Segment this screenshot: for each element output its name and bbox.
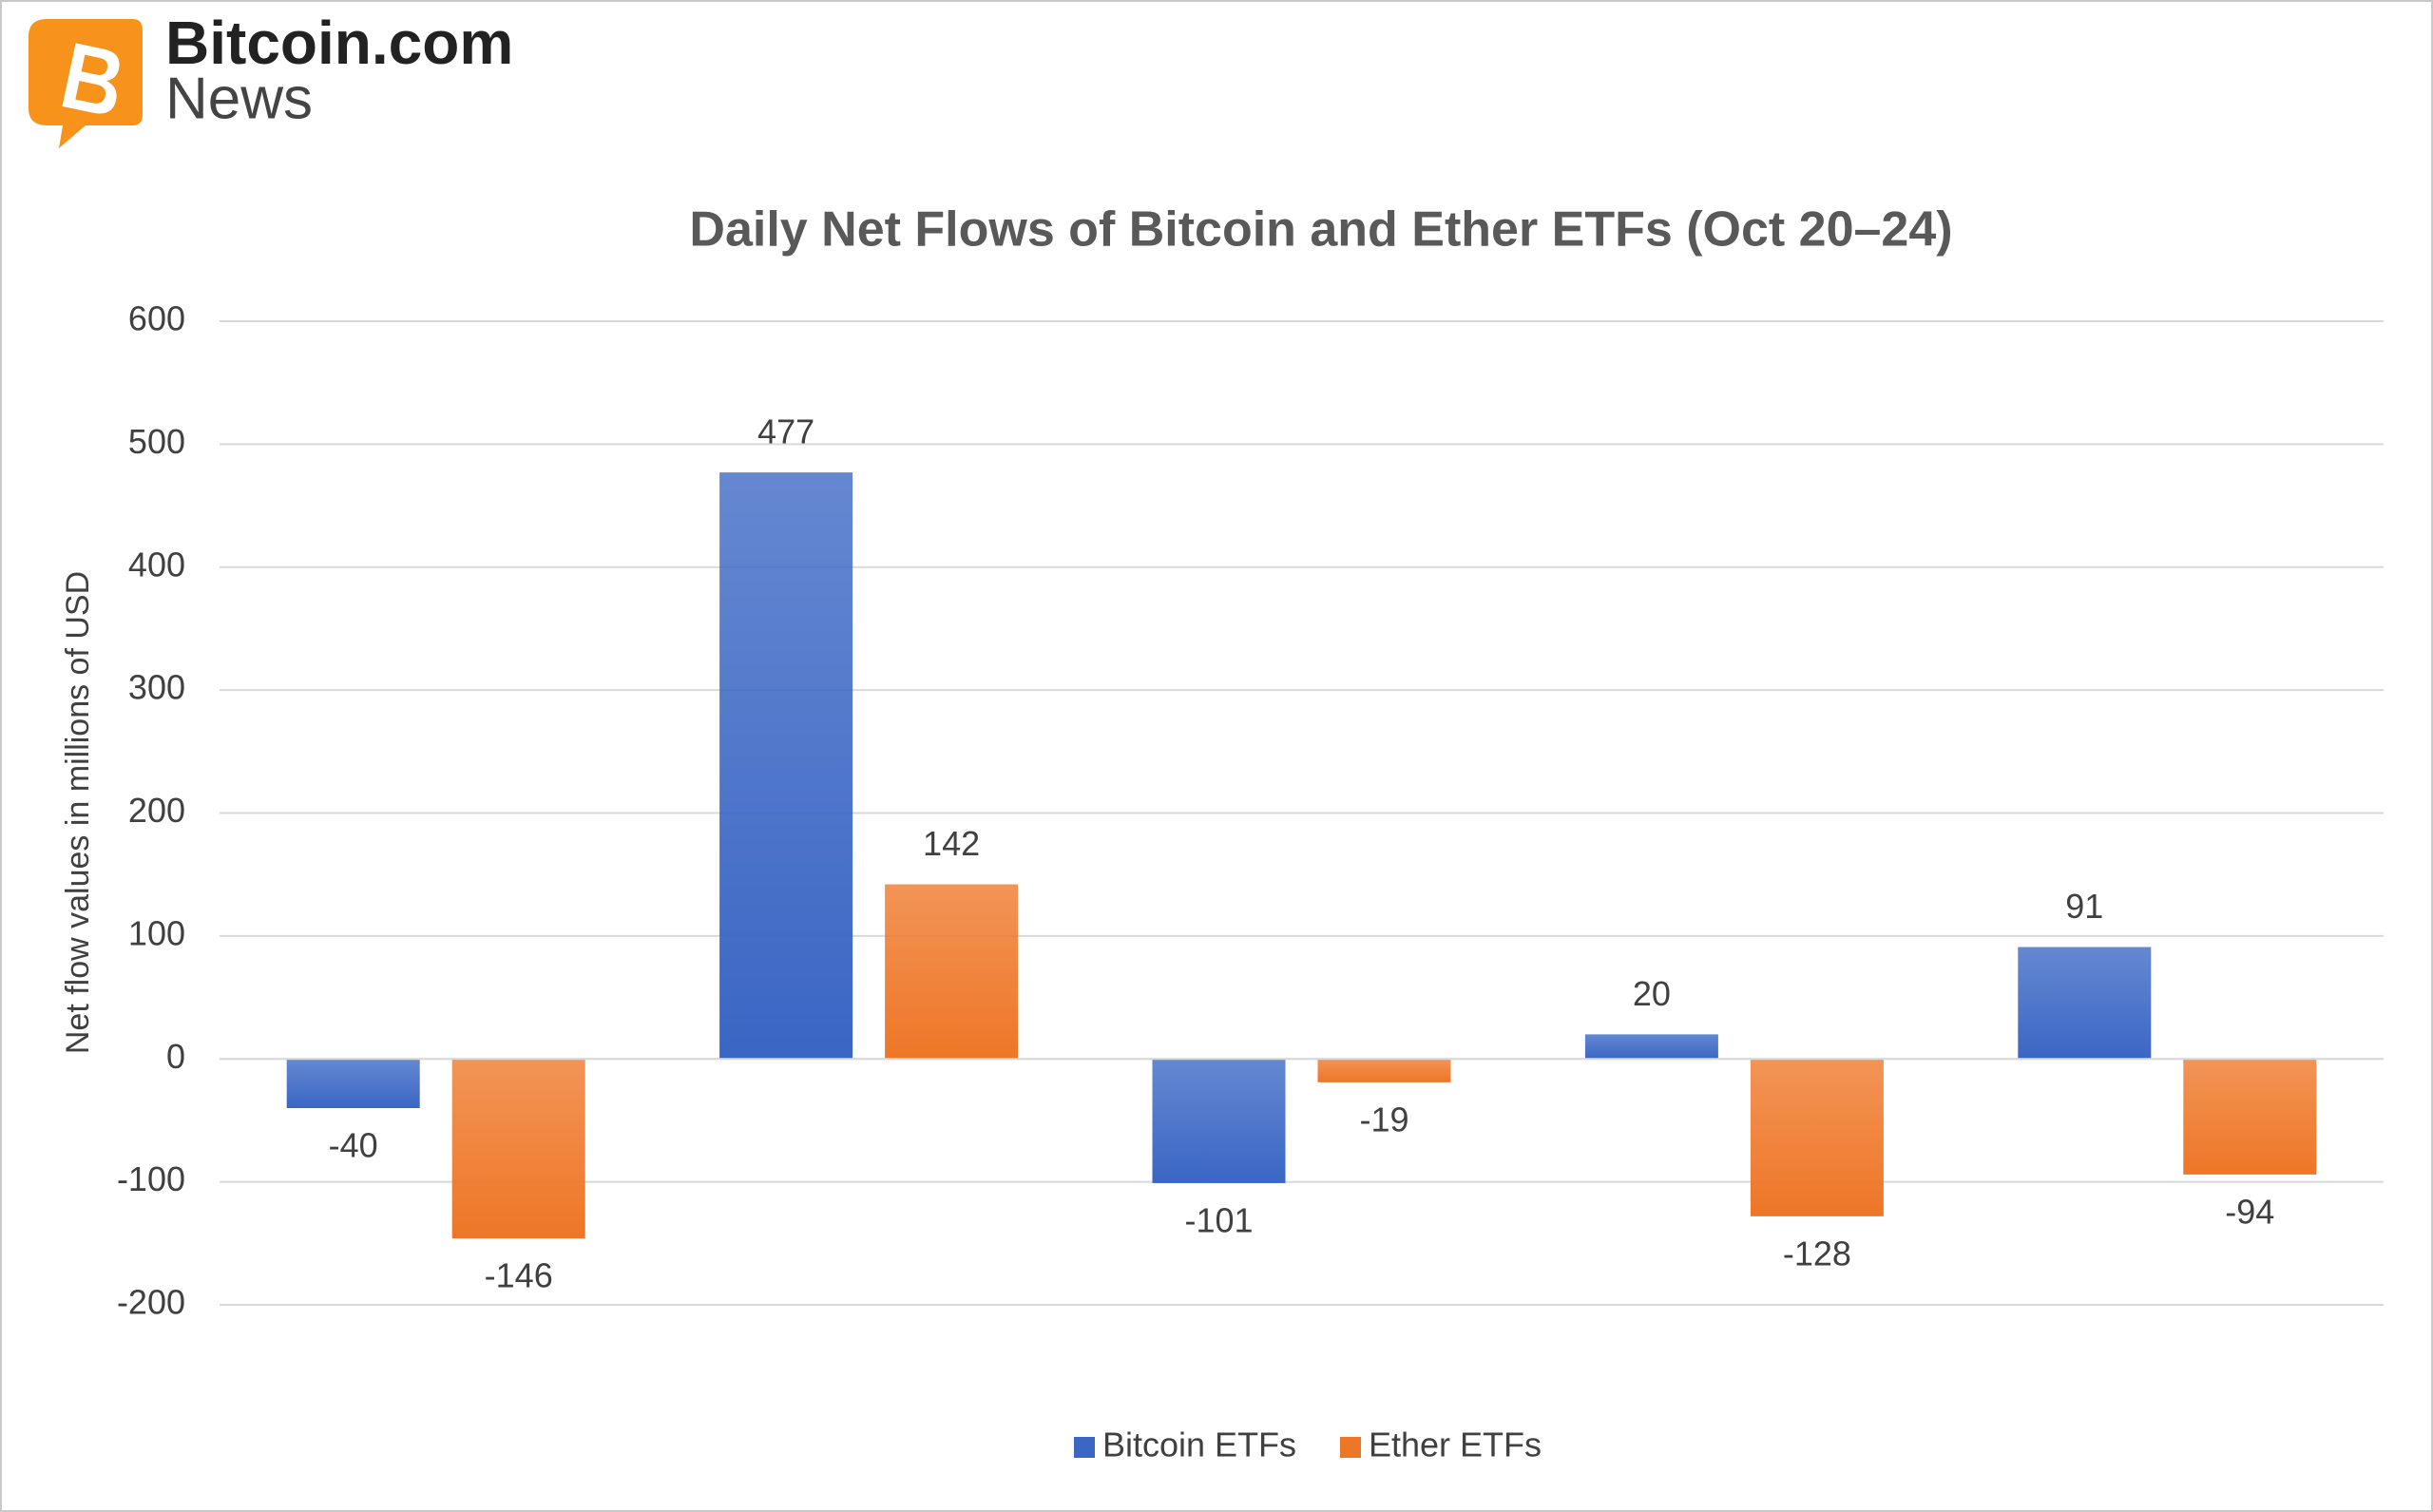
chart-title: Daily Net Flows of Bitcoin and Ether ETF…: [689, 202, 1952, 258]
value-label: -101: [1184, 1200, 1253, 1239]
legend-label: Bitcoin ETFs: [1102, 1426, 1296, 1464]
logo-name: Bitcoin.com: [165, 9, 513, 77]
value-label: 20: [1633, 974, 1671, 1013]
y-tick-label: 200: [128, 791, 185, 830]
legend-swatch: [1340, 1437, 1361, 1458]
y-tick-label: 300: [128, 668, 185, 707]
bar: [2018, 947, 2152, 1060]
bar: [1750, 1059, 1884, 1216]
value-label: 142: [923, 824, 980, 863]
bar: [451, 1059, 585, 1239]
y-axis-label: Net flow values in millions of USD: [60, 571, 96, 1054]
value-label: 477: [757, 412, 814, 451]
bar: [1584, 1034, 1718, 1060]
value-label: -40: [329, 1126, 378, 1165]
y-tick-label: 600: [128, 299, 185, 338]
bar: [885, 884, 1019, 1060]
y-tick-label: 100: [128, 913, 185, 952]
value-label: -94: [2225, 1192, 2274, 1231]
y-tick-label: -200: [117, 1283, 185, 1322]
legend-label: Ether ETFs: [1369, 1426, 1542, 1464]
value-label: -146: [485, 1256, 553, 1295]
y-tick-label: 500: [128, 422, 185, 461]
value-label: -128: [1783, 1234, 1851, 1273]
logo-subtitle: News: [165, 66, 313, 131]
value-label: -19: [1359, 1100, 1408, 1139]
y-tick-label: -100: [117, 1159, 185, 1198]
bar: [286, 1059, 420, 1108]
y-tick-label: 0: [166, 1037, 185, 1076]
bar: [1152, 1059, 1286, 1183]
y-tick-label: 400: [128, 545, 185, 584]
legend-swatch: [1074, 1437, 1095, 1458]
value-label: 91: [2065, 887, 2103, 926]
bar: [2183, 1059, 2317, 1175]
logo-icon: [29, 19, 143, 148]
bar: [1317, 1059, 1451, 1082]
bar: [719, 472, 853, 1060]
